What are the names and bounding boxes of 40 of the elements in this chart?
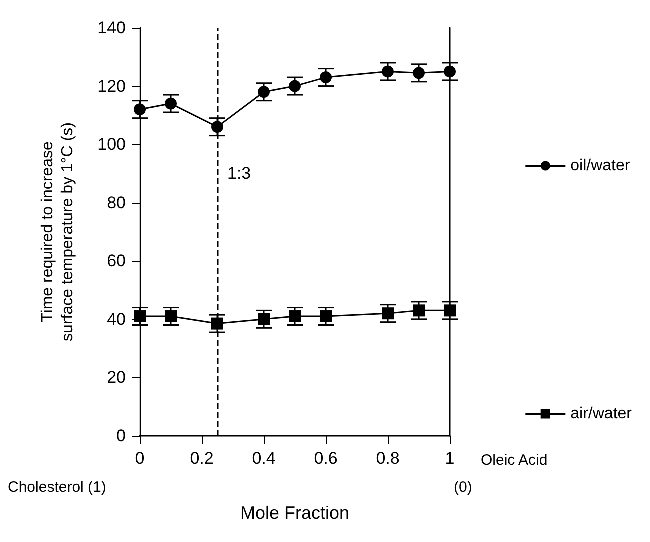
y-tick-label: 80 xyxy=(107,193,126,212)
point xyxy=(212,121,224,134)
x-tick-label: 0 xyxy=(135,449,145,468)
point xyxy=(382,66,394,78)
y-tick-label: 20 xyxy=(107,368,126,388)
x-tick-label: 0.8 xyxy=(376,449,400,468)
text: (0) xyxy=(454,479,472,496)
point xyxy=(134,310,146,323)
x-tick-label: 1 xyxy=(445,449,455,468)
point xyxy=(382,308,394,320)
y-tick-label: 140 xyxy=(98,18,126,38)
point xyxy=(413,304,425,317)
y-tick-label: 0 xyxy=(116,426,126,446)
point xyxy=(165,98,177,110)
y-tick-label: 40 xyxy=(107,310,126,329)
legend-label: air/water xyxy=(570,406,633,422)
point xyxy=(258,86,270,98)
x-tick-label: 0.4 xyxy=(252,449,276,468)
point xyxy=(320,310,332,323)
point xyxy=(212,318,224,330)
y-axis-title: Time required to increase surface temperature by 1°C (s) xyxy=(40,122,76,342)
point xyxy=(444,66,456,78)
legend-label: oil/water xyxy=(570,158,631,174)
point xyxy=(444,304,456,317)
y-tick-label: 100 xyxy=(98,135,126,154)
point xyxy=(165,310,177,323)
y-tick-label: 60 xyxy=(107,252,126,271)
point xyxy=(289,310,301,323)
point xyxy=(289,80,301,92)
x-tick-label: 0.6 xyxy=(314,449,338,468)
point xyxy=(413,67,425,80)
text: Cholesterol (1) xyxy=(8,479,106,496)
x-tick-label: 0.2 xyxy=(190,449,214,468)
y-tick-label: 120 xyxy=(98,76,126,96)
point xyxy=(258,313,270,326)
point xyxy=(134,104,146,116)
annotation: 1:3 xyxy=(228,164,252,184)
text: Oleic Acid xyxy=(481,452,548,469)
x-axis-title: Mole Fraction xyxy=(240,503,350,523)
point xyxy=(320,72,332,84)
